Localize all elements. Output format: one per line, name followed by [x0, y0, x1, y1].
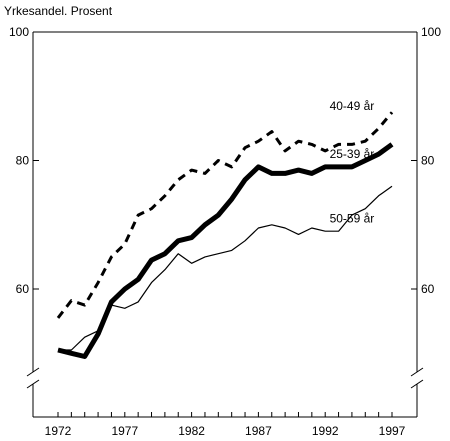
y-tick-label-left-60: 60: [16, 282, 30, 296]
series-label-40-49: 40-49 år: [330, 99, 375, 113]
x-tick-label-1997: 1997: [379, 424, 406, 438]
x-tick-label-1982: 1982: [178, 424, 205, 438]
y-tick-label-right-80: 80: [421, 154, 435, 168]
y-tick-label-left-80: 80: [16, 154, 30, 168]
series-label-50-59: 50-59 år: [330, 211, 375, 225]
axis-break-mark-left-1: [26, 367, 40, 377]
x-tick-label-1987: 1987: [245, 424, 272, 438]
series-line-50-59: [58, 185, 393, 351]
series-line-40-49: [56, 111, 394, 319]
x-tick-label-1977: 1977: [111, 424, 138, 438]
axis-break-mark-left-2: [26, 379, 40, 389]
x-tick-label-1992: 1992: [312, 424, 339, 438]
series-label-25-39: 25-39 år: [330, 147, 375, 161]
y-tick-label-right-100: 100: [421, 25, 441, 39]
x-tick-label-1972: 1972: [45, 424, 72, 438]
y-tick-label-right-60: 60: [421, 282, 435, 296]
plot-area: 60 60 80 80 100 100 1972 1977 1982 1987 1992 1997 40…: [9, 25, 441, 438]
y-axis-label: Yrkesandel. Prosent: [4, 4, 113, 18]
y-tick-label-left-100: 100: [9, 25, 29, 39]
axis-break-mark-right-2: [410, 379, 424, 389]
axis-break-mark-right-1: [410, 367, 424, 377]
series-line-25-39: [57, 142, 394, 359]
